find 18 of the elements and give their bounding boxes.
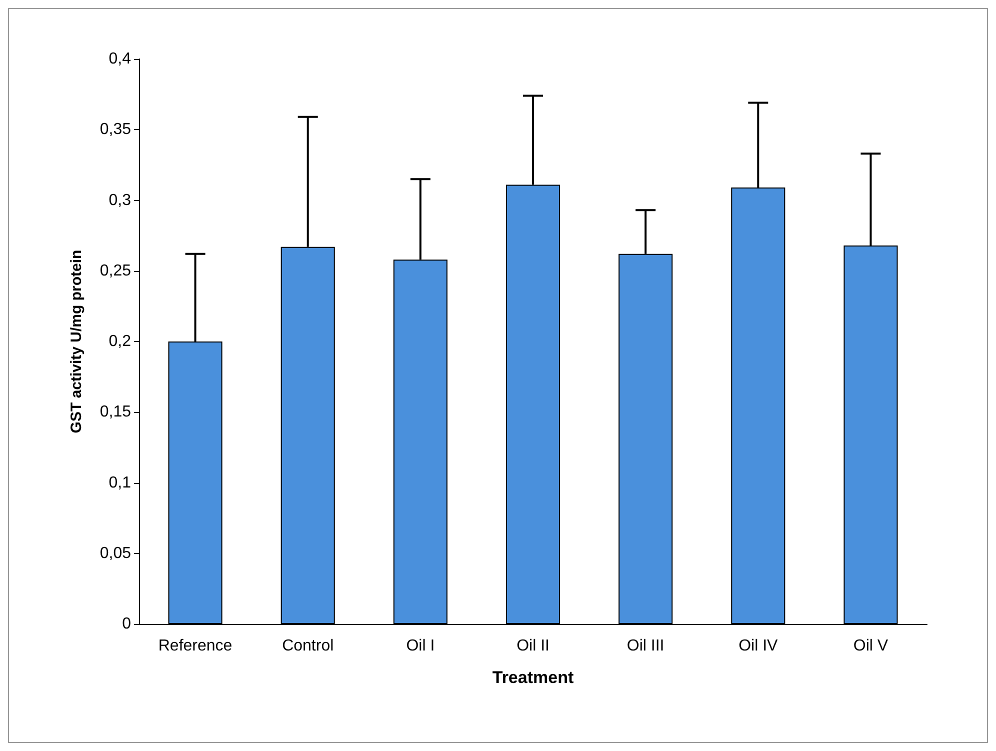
y-tick-label: 0,3	[108, 192, 132, 209]
x-tick-label: Oil V	[853, 638, 888, 654]
y-tick-label: 0,2	[108, 333, 132, 350]
x-axis-title: Treatment	[492, 668, 574, 687]
y-tick-label: 0,35	[100, 121, 132, 138]
y-tick-label: 0,1	[108, 474, 132, 492]
x-tick-label: Reference	[158, 638, 232, 654]
x-tick-label: Oil I	[406, 638, 435, 654]
y-tick-label: 0,25	[100, 262, 132, 280]
x-tick-label: Oil II	[516, 638, 550, 654]
x-tick-label: Control	[282, 638, 334, 654]
y-axis-title: GST activity U/mg protein	[68, 250, 85, 434]
y-tick-label: 0,4	[108, 50, 132, 68]
x-tick-label: Oil III	[626, 638, 664, 654]
y-tick-label: 0,15	[100, 404, 132, 421]
x-tick-label: Oil IV	[738, 638, 778, 654]
y-tick-label: 0,05	[100, 544, 132, 562]
y-tick-label: 0	[122, 616, 132, 632]
